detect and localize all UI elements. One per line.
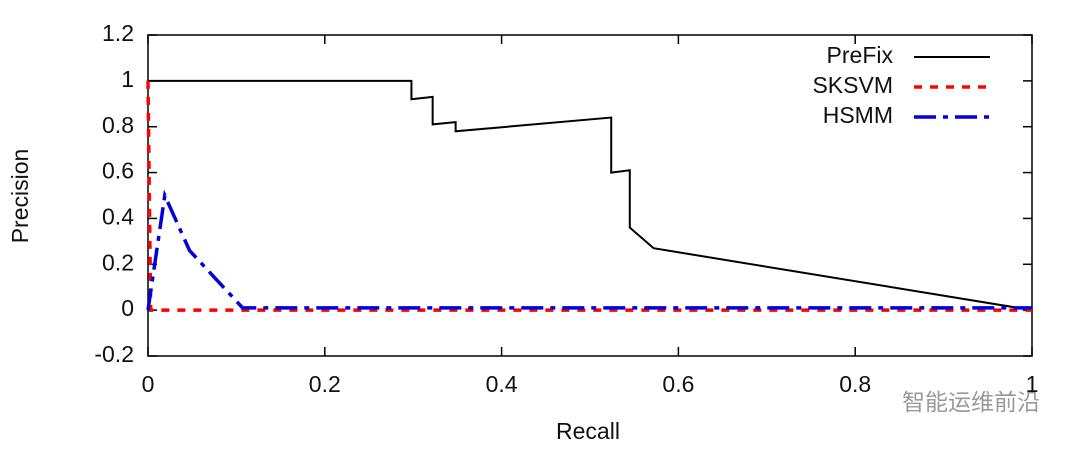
y-tick-label: 0.2 [102, 249, 134, 275]
x-tick-label: 0.2 [309, 371, 341, 397]
y-tick-label: 1 [121, 66, 134, 92]
y-tick-label: 0 [121, 295, 134, 321]
x-tick-label: 0 [142, 371, 155, 397]
y-tick-label: -0.2 [94, 341, 134, 367]
legend-label: SKSVM [812, 72, 893, 98]
x-tick-label: 0.4 [486, 371, 518, 397]
watermark: 智能运维前沿 [902, 389, 1040, 415]
x-tick-label: 1 [1026, 371, 1039, 397]
series-line [146, 80, 1032, 312]
legend-label: PreFix [827, 42, 894, 68]
y-tick-label: 1.2 [102, 20, 134, 46]
legend-label: HSMM [823, 102, 893, 128]
x-tick-label: 0.8 [839, 371, 871, 397]
y-tick-label: 0.8 [102, 112, 134, 138]
y-tick-label: 0.6 [102, 158, 134, 184]
y-axis-label: Precision [7, 149, 33, 244]
y-tick-label: 0.4 [102, 204, 134, 230]
series-line [146, 189, 1032, 311]
series-line [148, 79, 1033, 312]
x-axis-label: Recall [556, 418, 620, 444]
x-tick-label: 0.6 [662, 371, 694, 397]
